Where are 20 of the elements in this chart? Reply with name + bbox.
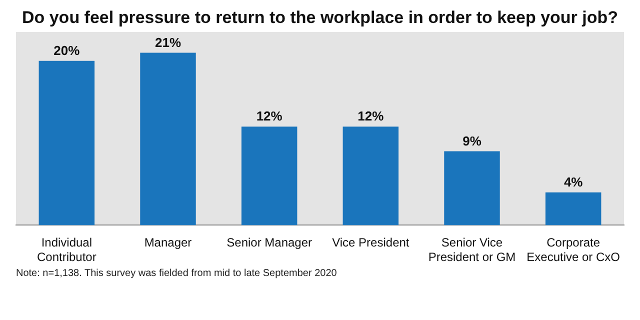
bar [342,126,399,226]
x-tick-label: Corporate Executive or CxO [526,236,620,264]
data-label: 20% [54,42,80,58]
bar [545,192,602,226]
x-tick-label: Senior Vice President or GM [428,236,516,264]
data-label: 21% [154,34,182,50]
data-label: 4% [564,174,584,190]
bar [241,126,298,226]
x-tick-label: Vice President [332,236,410,250]
bar [444,151,500,226]
text: Note: n=1,138. This survey was fielded from mid to late September 2020 [16,268,338,279]
bar [38,60,95,226]
x-tick-label: Manager [144,236,192,250]
x-tick-label: Senior Manager [226,236,312,250]
bar [140,52,196,226]
data-label: 12% [256,108,283,124]
x-tick-label: Individual Contributor [36,236,96,264]
chart-title: Do you feel pressure to return to the workplace in order to keep your job? [20,8,620,28]
data-label: 9% [462,133,482,148]
data-label: 12% [358,108,384,124]
